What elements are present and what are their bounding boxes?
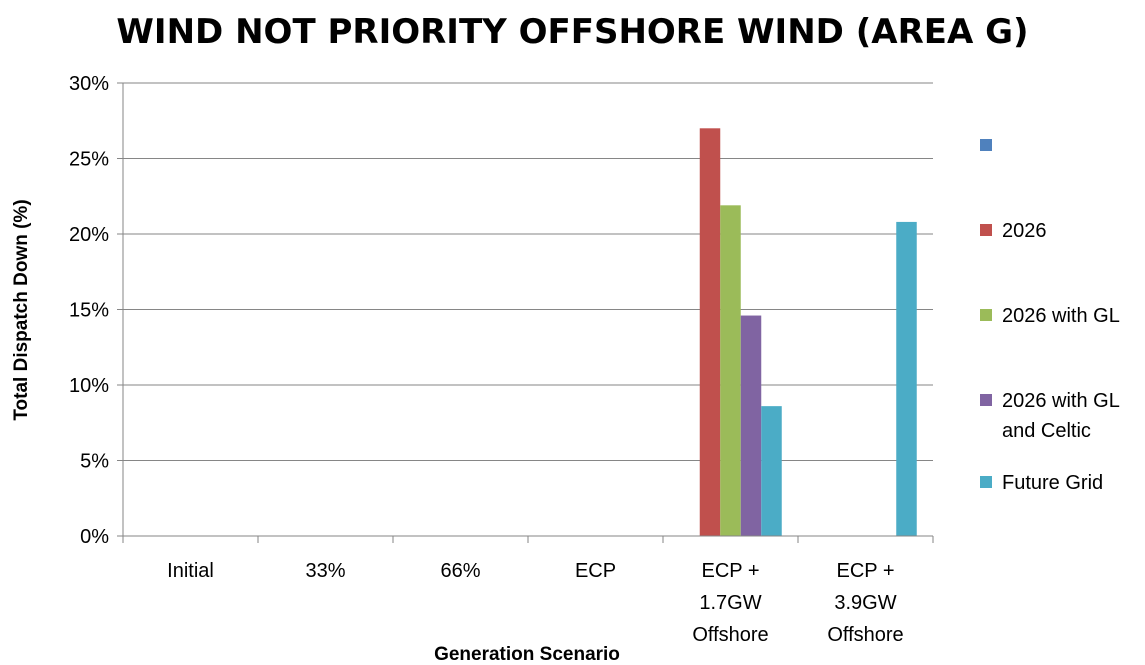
- bar: [740, 315, 762, 536]
- x-axis-title: Generation Scenario: [434, 644, 620, 665]
- legend-label: 2026: [1002, 220, 1047, 242]
- legend-swatch: [980, 394, 992, 406]
- legend-swatch: [980, 476, 992, 488]
- y-tick-label: 15%: [69, 300, 109, 322]
- bars: [699, 128, 917, 537]
- bar: [699, 128, 721, 537]
- x-tick-label: 66%: [440, 560, 480, 582]
- bar: [720, 205, 741, 536]
- legend-swatch: [980, 309, 992, 321]
- legend-label: and Celtic: [1002, 420, 1091, 442]
- y-axis-title: Total Dispatch Down (%): [11, 199, 32, 420]
- x-tick-label: ECP +: [702, 560, 760, 582]
- x-tick-label: Offshore: [692, 624, 768, 646]
- legend-label: 2026 with GL: [1002, 390, 1120, 412]
- gridlines: [123, 82, 933, 461]
- axes: 0% 5% 10% 15% 20% 25% 30% Initial 33% 66% ECP ECP +…: [69, 73, 934, 646]
- x-tick-label: ECP +: [837, 560, 895, 582]
- legend-label: 2026 with GL: [1002, 305, 1120, 327]
- legend-swatch: [980, 139, 992, 151]
- legend: 2026 2026 with GL 2026 with GL and Celtic Fu…: [980, 139, 1120, 494]
- x-tick-label: 3.9GW: [834, 592, 896, 614]
- chart-title: WIND NOT PRIORITY OFFSHORE WIND (AREA G): [116, 12, 1029, 52]
- legend-label: Future Grid: [1002, 472, 1103, 494]
- bar: [761, 406, 782, 536]
- y-tick-label: 0%: [80, 526, 109, 548]
- y-tick-label: 10%: [69, 375, 109, 397]
- y-tick-label: 20%: [69, 224, 109, 246]
- y-tick-label: 5%: [80, 451, 109, 473]
- y-tick-label: 25%: [69, 149, 109, 171]
- x-tick-label: 1.7GW: [699, 592, 761, 614]
- x-tick-label: ECP: [575, 560, 616, 582]
- x-tick-label: Initial: [167, 560, 214, 582]
- legend-swatch: [980, 224, 992, 236]
- y-tick-label: 30%: [69, 73, 109, 95]
- x-tick-label: Offshore: [827, 624, 903, 646]
- bar: [896, 221, 917, 537]
- x-tick-label: 33%: [305, 560, 345, 582]
